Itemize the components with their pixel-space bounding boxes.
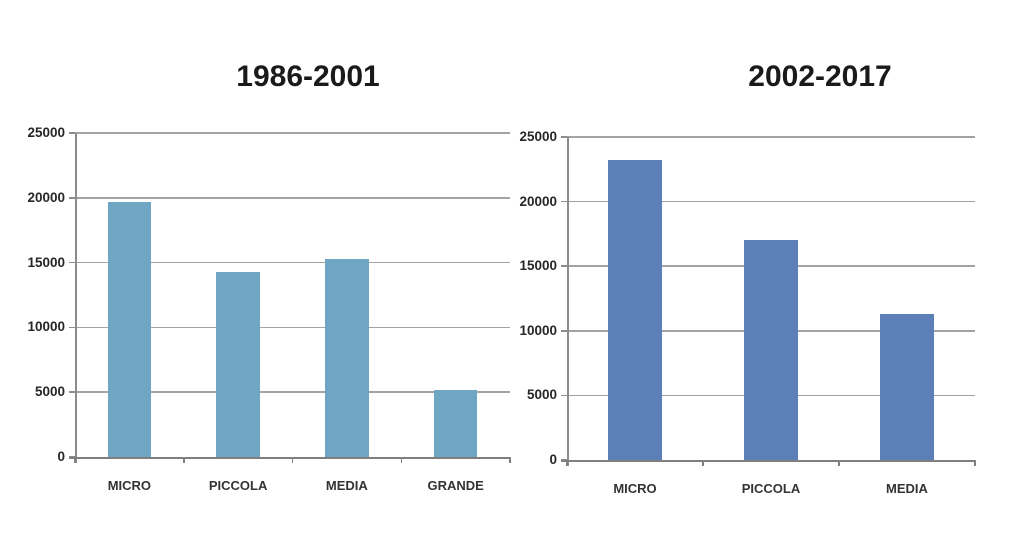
- chart-panel-1986-2001: 1986-2001 0 5000 10000 15000 20000 25000 MICRO…: [27, 60, 511, 493]
- x-tick-mark: [702, 460, 704, 466]
- y-tick-mark: [561, 136, 567, 138]
- chart-title-2002-2017: 2002-2017: [748, 60, 892, 93]
- y-tick-label: 0: [549, 452, 557, 467]
- category-label-micro: MICRO: [613, 481, 657, 496]
- gridline-20000: [75, 197, 510, 199]
- y-tick-mark: [561, 330, 567, 332]
- gridline-10000: [75, 326, 510, 329]
- x-tick-mark: [838, 460, 840, 466]
- category-label-media: MEDIA: [325, 478, 368, 493]
- y-tick-mark: [69, 132, 75, 134]
- x-tick-mark: [566, 460, 568, 466]
- y-tick-label: 20000: [519, 193, 557, 209]
- y-axis: [75, 133, 77, 463]
- category-label-media: MEDIA: [886, 481, 928, 496]
- x-axis: [69, 457, 510, 459]
- bar-media: [879, 314, 935, 460]
- y-tick-label: 5000: [34, 384, 65, 400]
- category-label-piccola: PICCOLA: [741, 481, 801, 496]
- x-tick-mark: [400, 457, 402, 463]
- bar-micro: [107, 201, 152, 457]
- gridline-25000: [567, 136, 975, 138]
- chart-title-1986-2001: 1986-2001: [236, 60, 380, 93]
- category-label-micro: MICRO: [107, 478, 152, 493]
- y-tick-label: 20000: [27, 189, 65, 205]
- y-tick-label: 25000: [519, 129, 557, 144]
- y-tick-label: 10000: [519, 322, 557, 338]
- bar-piccola: [216, 271, 260, 457]
- bar-media: [325, 258, 369, 457]
- y-tick-label: 5000: [526, 387, 557, 403]
- y-tick-label: 25000: [27, 125, 65, 140]
- bar-piccola: [743, 240, 799, 460]
- gridline-25000: [75, 132, 510, 134]
- x-tick-mark: [509, 457, 511, 463]
- y-tick-mark: [561, 394, 567, 397]
- gridline-5000: [75, 391, 510, 393]
- y-tick-mark: [69, 261, 75, 264]
- y-tick-mark: [69, 197, 75, 199]
- y-tick-label: 15000: [27, 254, 65, 270]
- chart-panel-2002-2017: 2002-2017 0 5000 10000 15000 20000 25000 MICRO…: [512, 0, 1024, 534]
- bar-micro: [607, 160, 663, 460]
- x-axis: [561, 460, 975, 462]
- gridline-20000: [567, 200, 975, 203]
- y-tick-mark: [561, 265, 567, 267]
- y-tick-mark: [69, 391, 75, 393]
- gridline-15000: [75, 261, 510, 264]
- y-tick-mark: [69, 326, 75, 329]
- y-tick-label: 10000: [27, 319, 65, 335]
- y-tick-mark: [561, 200, 567, 203]
- category-label-piccola: PICCOLA: [208, 478, 268, 493]
- y-axis: [567, 137, 569, 466]
- x-tick-mark: [74, 457, 76, 463]
- bar-grande: [433, 389, 478, 457]
- y-tick-label: 15000: [519, 258, 557, 274]
- y-tick-label: 0: [57, 449, 65, 464]
- x-tick-mark: [183, 457, 185, 463]
- x-tick-mark: [974, 460, 976, 466]
- category-label-grande: GRANDE: [427, 478, 484, 493]
- x-tick-mark: [291, 457, 294, 463]
